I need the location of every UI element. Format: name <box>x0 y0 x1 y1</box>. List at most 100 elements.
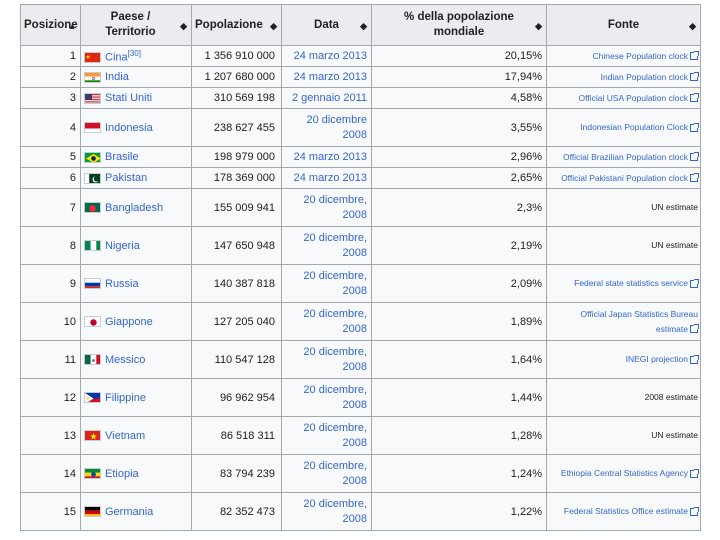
date-link[interactable]: 20 dicembre, 2008 <box>303 193 367 221</box>
cell-percentuale: 17,94% <box>371 66 547 88</box>
source-link[interactable]: Federal Statistics Office estimate <box>563 506 688 516</box>
external-link-icon <box>690 324 699 334</box>
date-link[interactable]: 2 gennaio 2011 <box>291 91 367 104</box>
source-link[interactable]: Official USA Population clock <box>578 92 688 103</box>
source-link[interactable]: INEGI projection <box>625 354 688 364</box>
source-link[interactable]: Indian Population clock <box>600 71 688 82</box>
cell-popolazione: 1 356 910 000 <box>191 45 282 67</box>
cell-fonte: Federal Statistics Office estimate <box>546 492 701 531</box>
cell-fonte: UN estimate <box>546 188 701 227</box>
flag-indonesia-icon <box>84 122 101 134</box>
country-link[interactable]: Brasile <box>105 151 139 163</box>
date-link[interactable]: 20 dicembre, 2008 <box>303 421 367 449</box>
table-row: 3 Stati Uniti 310 569 198 2 gennaio 2011 4,5… <box>20 87 701 109</box>
country-link[interactable]: Stati Uniti <box>105 92 153 104</box>
country-link[interactable]: Messico <box>105 353 146 366</box>
date-link[interactable]: 20 dicembre, 2008 <box>303 307 367 335</box>
source-text: 2008 estimate <box>644 392 698 402</box>
sort-icon[interactable]: ◆ <box>535 21 542 31</box>
country-link[interactable]: Bangladesh <box>105 201 164 214</box>
table-row: 8 Nigeria 147 650 948 20 dicembre, 2008 2,19… <box>20 226 701 265</box>
cell-data: 20 dicembre, 2008 <box>281 492 372 531</box>
cell-posizione: 7 <box>20 188 81 227</box>
header-posizione[interactable]: Posizione ▲ <box>20 4 81 46</box>
cell-data: 20 dicembre, 2008 <box>281 454 372 493</box>
date-link[interactable]: 24 marzo 2013 <box>293 171 367 184</box>
header-popolazione[interactable]: Popolazione ◆ <box>191 4 282 46</box>
date-link[interactable]: 20 dicembre 2008 <box>306 113 367 141</box>
cell-fonte: Ethiopia Central Statistics Agency <box>546 454 701 493</box>
source-link[interactable]: Official Japan Statistics Bureau estimat… <box>580 308 699 334</box>
date-link[interactable]: 20 dicembre, 2008 <box>303 383 367 411</box>
date-link[interactable]: 20 dicembre, 2008 <box>303 345 367 373</box>
citation-link[interactable]: [30] <box>127 48 141 58</box>
country-link[interactable]: Indonesia <box>105 121 153 134</box>
cell-paese: Etiopia <box>80 454 192 493</box>
source-link[interactable]: Ethiopia Central Statistics Agency <box>560 468 688 478</box>
flag-philippines-icon <box>84 392 101 404</box>
source-link[interactable]: Official Brazilian Population clock <box>562 151 688 162</box>
header-fonte[interactable]: Fonte ◆ <box>546 4 701 46</box>
source-link[interactable]: Federal state statistics service <box>574 278 688 288</box>
date-link[interactable]: 24 marzo 2013 <box>293 49 367 62</box>
header-percentuale[interactable]: % della popolazione mondiale ◆ <box>371 4 547 46</box>
cell-percentuale: 20,15% <box>371 45 547 67</box>
cell-percentuale: 2,3% <box>371 188 547 227</box>
flag-japan-icon <box>84 316 101 328</box>
cell-posizione: 15 <box>20 492 81 531</box>
country-link[interactable]: Pakistan <box>105 172 148 184</box>
sort-icon[interactable]: ◆ <box>689 21 696 31</box>
source-link[interactable]: Official Pakistani Population clock <box>561 172 688 183</box>
sort-asc-icon[interactable]: ▲ <box>68 22 76 31</box>
sort-icon[interactable]: ◆ <box>270 21 277 31</box>
cell-data: 20 dicembre, 2008 <box>281 416 372 455</box>
table-row: 10 Giappone 127 205 040 20 dicembre, 2008 1,… <box>20 302 701 341</box>
country-link[interactable]: Germania <box>105 505 154 518</box>
country-link[interactable]: India <box>105 71 129 83</box>
header-paese[interactable]: Paese / Territorio ◆ <box>80 4 192 46</box>
cell-popolazione: 86 518 311 <box>191 416 282 455</box>
country-link[interactable]: Giappone <box>105 315 153 328</box>
cell-percentuale: 3,55% <box>371 108 547 147</box>
cell-paese: Bangladesh <box>80 188 192 227</box>
date-link[interactable]: 20 dicembre, 2008 <box>303 459 367 487</box>
country-link[interactable]: Nigeria <box>105 239 140 252</box>
flag-ethiopia-icon <box>84 468 101 480</box>
cell-paese: Stati Uniti <box>80 87 192 109</box>
cell-data: 24 marzo 2013 <box>281 45 372 67</box>
cell-data: 20 dicembre, 2008 <box>281 340 372 379</box>
source-link[interactable]: Indonesian Population Clock <box>580 122 688 132</box>
cell-popolazione: 310 569 198 <box>191 87 282 109</box>
cell-percentuale: 1,44% <box>371 378 547 417</box>
flag-brazil-icon <box>84 151 101 163</box>
date-link[interactable]: 24 marzo 2013 <box>293 70 367 83</box>
flag-germany-icon <box>84 506 101 518</box>
date-link[interactable]: 20 dicembre, 2008 <box>303 269 367 297</box>
date-link[interactable]: 20 dicembre, 2008 <box>303 231 367 259</box>
country-link[interactable]: Cina <box>105 51 128 64</box>
country-link[interactable]: Etiopia <box>105 467 139 480</box>
cell-paese: Russia <box>80 264 192 303</box>
cell-percentuale: 2,19% <box>371 226 547 265</box>
date-link[interactable]: 20 dicembre, 2008 <box>303 497 367 525</box>
table-row: 11 Messico 110 547 128 20 dicembre, 2008 1,6… <box>20 340 701 379</box>
cell-posizione: 13 <box>20 416 81 455</box>
cell-percentuale: 1,22% <box>371 492 547 531</box>
flag-mexico-icon <box>84 354 101 366</box>
country-link[interactable]: Vietnam <box>105 429 146 442</box>
country-link[interactable]: Filippine <box>105 391 146 404</box>
cell-paese: Cina[30] <box>80 45 192 67</box>
country-link[interactable]: Russia <box>105 277 139 290</box>
sort-icon[interactable]: ◆ <box>180 21 187 31</box>
cell-posizione: 9 <box>20 264 81 303</box>
date-link[interactable]: 24 marzo 2013 <box>293 150 367 163</box>
external-link-icon <box>690 468 699 478</box>
cell-percentuale: 1,28% <box>371 416 547 455</box>
header-data[interactable]: Data ◆ <box>281 4 372 46</box>
sort-icon[interactable]: ◆ <box>360 21 367 31</box>
table-row: 12 Filippine 96 962 954 20 dicembre, 2008 1,… <box>20 378 701 417</box>
source-link[interactable]: Chinese Population clock <box>592 50 688 61</box>
cell-paese: Messico <box>80 340 192 379</box>
external-link-icon <box>690 278 699 288</box>
cell-fonte: Official Japan Statistics Bureau estimat… <box>546 302 701 341</box>
